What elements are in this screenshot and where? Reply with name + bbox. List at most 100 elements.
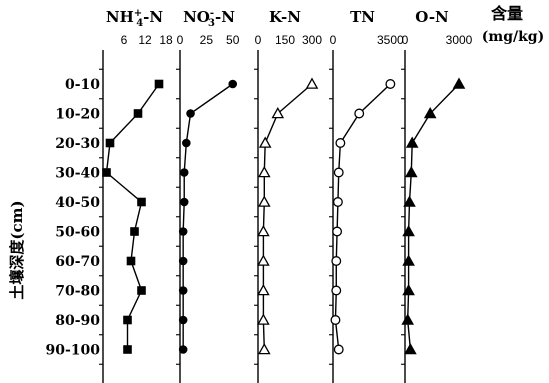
unit-label-line1: 含量 [491,4,523,23]
depth-label: 10-20 [55,107,100,123]
data-point-circle [178,315,188,325]
depth-label: 50-60 [55,225,100,241]
panel-title-main: NH [106,8,134,26]
data-point-circle-open [333,344,344,355]
panel-title-sub: 3 [208,18,215,29]
data-point-square [130,227,139,236]
data-point-triangle-open [257,254,270,266]
data-point-circle [228,79,238,89]
panel-title: NH+ 4-N [106,8,163,29]
data-point-circle [178,256,188,266]
x-tick-label: 0 [177,33,184,47]
panel-title: NO-3-N [183,8,235,29]
data-point-square [105,138,115,148]
panel-nh4-n: NH+ 4-N 6 12 18 [99,8,173,383]
data-point-circle [179,197,189,207]
data-point-triangle [423,106,437,119]
panel-title-main: NO [183,8,210,26]
x-tick-label: 0 [255,33,262,47]
data-point-square [154,79,164,89]
panel-k-n: K-N 0 150 300 [254,8,322,383]
data-point-triangle [405,136,419,148]
data-point-triangle [401,313,415,325]
panel-tn: TN 0 3500 [329,8,404,383]
data-point-circle [182,138,191,148]
data-point-triangle-open [257,342,271,355]
data-point-triangle-open [258,136,272,148]
data-point-circle-open [331,285,342,296]
x-tick-label: 300 [302,33,322,47]
panel-title-main: O-N [415,8,449,26]
depth-label: 80-90 [55,313,100,329]
data-point-circle-open [332,226,343,237]
data-point-square [123,345,132,354]
depth-label: 70-80 [55,284,100,300]
x-tick-label: 3000 [446,33,473,47]
data-point-square [137,197,146,207]
x-tick-label: 0 [402,33,409,47]
depth-label: 40-50 [55,195,100,211]
panel-no3-n: NO-3-N 0 25 50 [176,8,240,383]
panel-title-sup: - [210,8,214,19]
x-tick-label: 0 [330,33,337,47]
panel-title-main: TN [350,8,375,26]
panel-title: TN [350,8,375,26]
x-tick-label: 3500 [377,33,404,47]
panel-title-sub: 4 [136,18,143,29]
panel-title-main: K-N [269,8,301,26]
series-line [334,83,391,350]
panel-title: K-N [269,8,301,26]
data-point-square [126,256,136,266]
data-point-circle [178,286,188,295]
x-tick-label: 12 [138,33,152,47]
data-point-triangle-open [257,313,270,325]
x-tick-label: 25 [200,33,214,47]
data-point-triangle [403,195,416,207]
series-line [105,83,160,350]
x-tick-label: 150 [275,33,295,47]
data-point-triangle [404,165,418,178]
depth-label: 0-10 [65,77,100,93]
data-point-square [123,315,132,325]
data-point-triangle-open [257,283,270,296]
panel-title-sup: + [134,8,142,19]
data-point-circle-open [331,256,342,266]
data-point-triangle-open [257,195,271,207]
x-tick-label: 18 [159,33,173,47]
data-point-square [102,168,111,177]
series-line [182,83,234,350]
panel-o-n: O-N 0 3000 [401,8,473,383]
depth-label: 30-40 [55,166,100,182]
series-line [262,83,313,350]
data-point-circle [178,345,188,354]
data-point-circle-open [333,167,344,178]
data-point-triangle [402,254,415,266]
x-tick-label: 6 [121,33,128,47]
unit-label-line2: (mg/kg) [482,29,544,45]
y-axis-title: 土壤深度(cm) [8,200,26,299]
data-point-circle [178,227,188,236]
depth-label: 20-30 [55,136,100,152]
data-point-square [133,109,143,118]
panel-title: O-N [415,8,449,26]
series-line [406,83,460,350]
data-point-circle-open [354,108,365,119]
depth-label: 90-100 [45,343,100,359]
data-point-circle [186,109,195,118]
data-point-circle-open [332,197,343,207]
depth-axis: 0-10 10-20 20-30 30-40 40-50 50-60 60-70 70-80 8… [45,77,100,359]
data-point-circle [179,168,189,177]
data-point-triangle-open [305,77,319,89]
x-tick-label: 50 [226,33,240,47]
data-point-triangle [404,342,417,355]
data-point-triangle [402,224,415,237]
data-point-circle-open [385,79,396,89]
data-point-circle-open [335,138,346,148]
data-point-triangle [402,283,415,296]
data-point-triangle-open [271,106,285,119]
panel-title-rest: -N [143,8,163,26]
panel-title-rest: -N [215,8,235,26]
